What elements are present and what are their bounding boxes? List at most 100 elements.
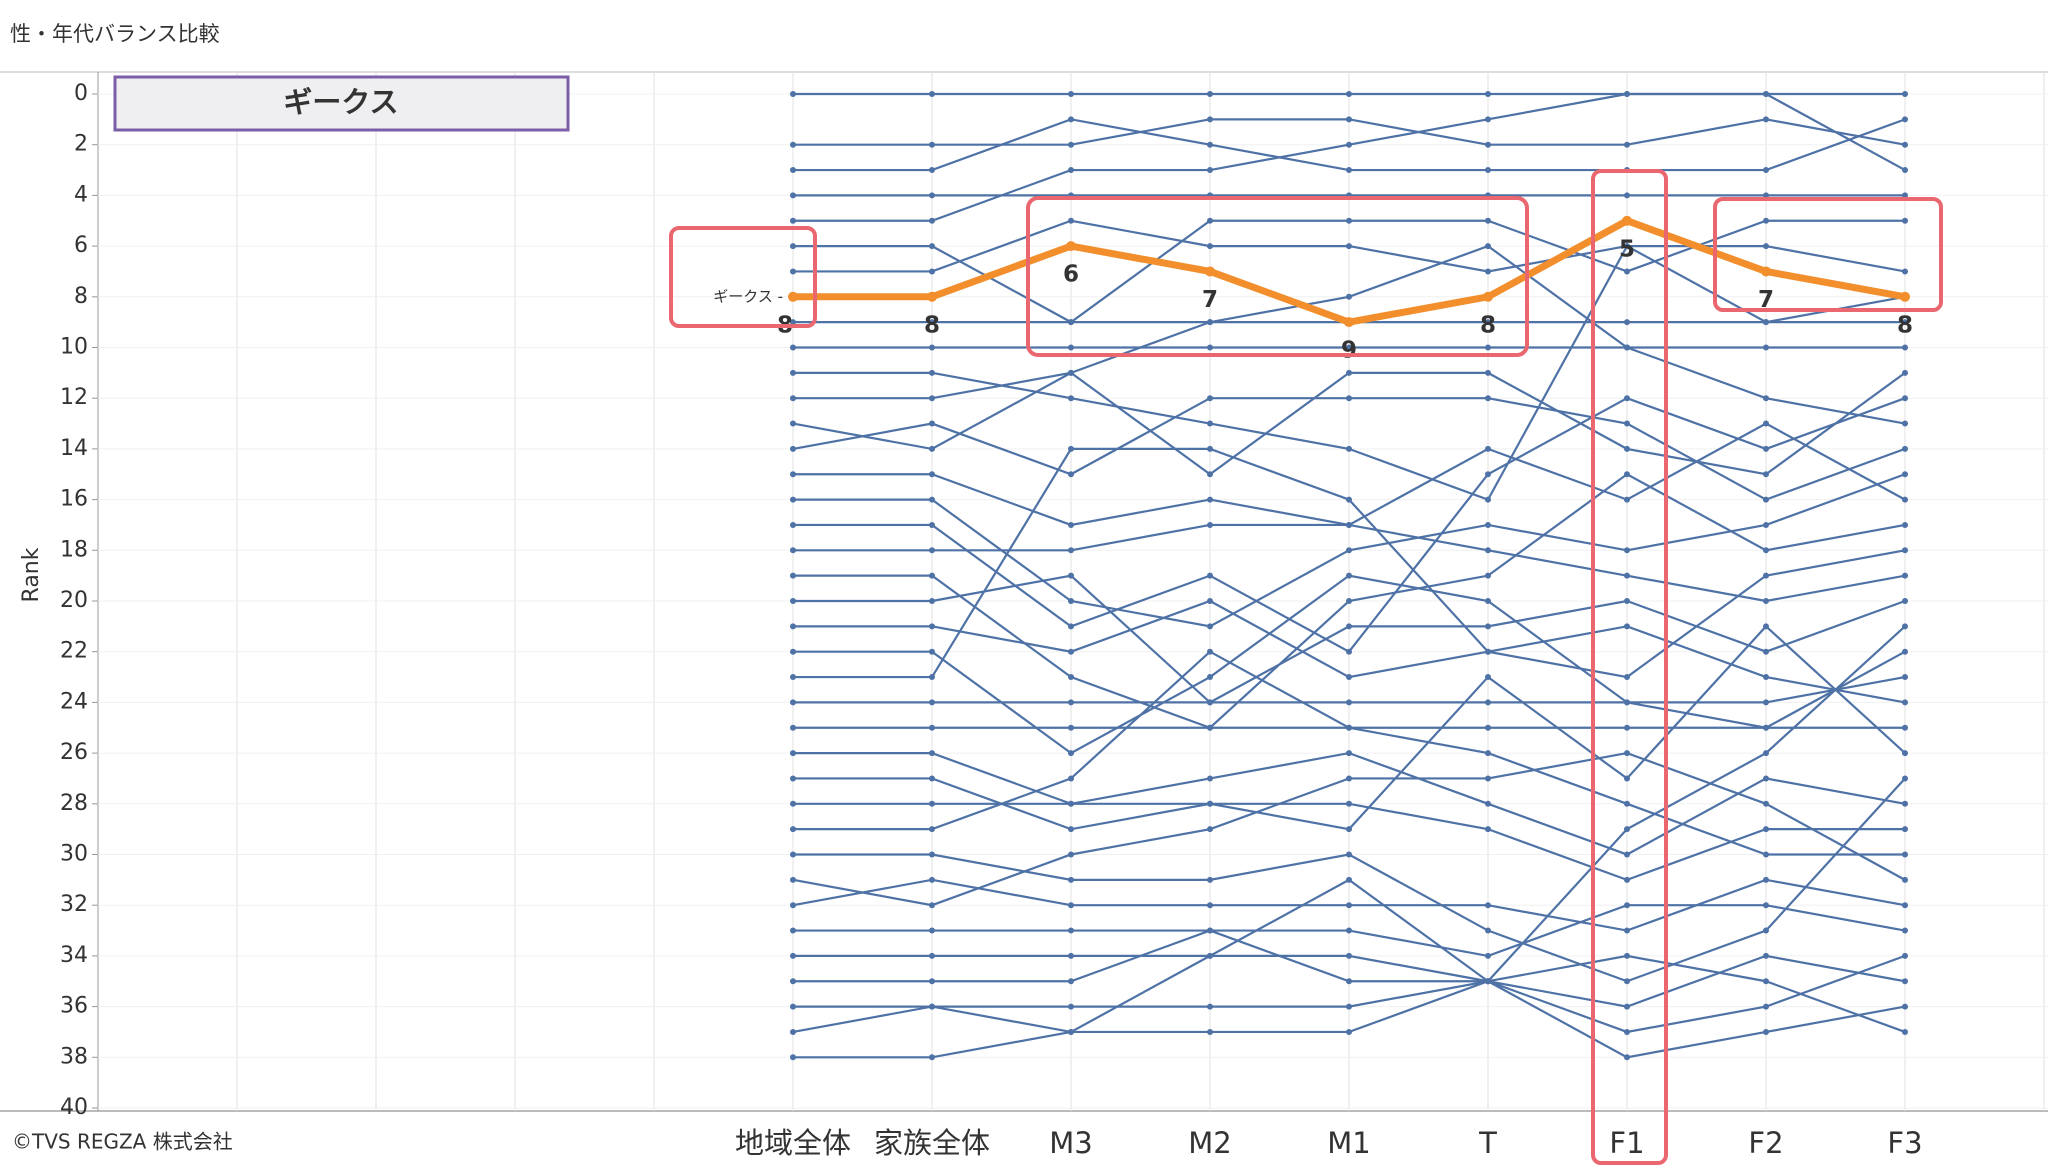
rank-point [1068,902,1074,909]
y-tick-label: 18 [60,537,88,562]
y-tick-label: 22 [60,639,88,664]
rank-point [1902,800,1908,807]
rank-point [1763,243,1769,250]
y-tick-label: 36 [60,994,88,1019]
rank-point [1763,445,1769,452]
rank-point [1207,674,1213,681]
rank-point [1207,344,1213,351]
rank-point [1346,648,1352,655]
x-tick-label: T [1478,1126,1497,1160]
rank-point [929,750,935,757]
rank-point [790,420,796,427]
rank-point [1346,978,1352,985]
rank-point [1485,496,1491,503]
rank-point [1346,750,1352,757]
rank-point [1068,521,1074,528]
rank-point [1763,927,1769,934]
rank-point [1902,598,1908,604]
rank-point [1346,521,1352,528]
y-tick-label: 30 [60,842,88,867]
rank-point [1068,775,1074,782]
rank-point [1624,775,1630,782]
rank-point [1902,750,1908,757]
rank-point [1763,167,1769,174]
rank-point [1207,243,1213,250]
rank-point [790,623,796,630]
rank-point [1207,217,1213,224]
rank-point [929,927,935,934]
rank-point [1485,91,1491,97]
rank-point [790,547,796,554]
rank-point [790,521,796,528]
rank-point [1068,978,1074,985]
rank-point [1207,319,1213,326]
rank-point [1485,268,1491,275]
legend-box [113,75,570,132]
rank-point [790,1003,796,1010]
rank-point [1207,116,1213,123]
rank-point [790,319,796,326]
rank-point [929,243,935,250]
rank-point [790,471,796,478]
rank-point [790,876,796,883]
rank-point [929,775,935,782]
rank-point [1763,547,1769,554]
y-tick-label: 2 [74,132,88,157]
rank-point [1763,1028,1769,1035]
data-label: 7 [1758,287,1774,313]
y-tick-label: 6 [74,233,88,258]
rank-point [1485,547,1491,554]
rank-point [1207,395,1213,402]
rank-point [1485,699,1491,706]
rank-point [1207,598,1213,604]
rank-point [1207,826,1213,833]
rank-point [1902,775,1908,782]
rank-point [1624,851,1630,858]
rank-point [1066,241,1076,252]
rank-point [1346,496,1352,503]
rank-point [1346,876,1352,883]
rank-point [790,141,796,148]
rank-point [1624,547,1630,554]
highlight-boxes [669,169,1943,1165]
rank-point [790,243,796,250]
rank-point [1346,293,1352,300]
rank-point [1485,167,1491,174]
rank-point [790,192,796,199]
rank-point [790,91,796,97]
rank-point [1624,243,1630,250]
y-tick-label: 34 [60,943,88,968]
data-label: 9 [1341,338,1357,364]
rank-point [1068,1028,1074,1035]
x-tick-label: F1 [1609,1126,1644,1160]
rank-point [1763,471,1769,478]
rank-point [1763,344,1769,351]
rank-point [1346,167,1352,174]
rank-point [1068,91,1074,97]
rank-point [1068,572,1074,579]
rank-point [1068,395,1074,402]
y-tick-label: 40 [60,1095,88,1120]
rank-point [929,699,935,706]
rank-point [1763,1003,1769,1010]
rank-point [1485,319,1491,326]
rank-point [1207,699,1213,706]
y-tick-label: 28 [60,791,88,816]
rank-point [1485,243,1491,250]
rank-point [929,1003,935,1010]
rank-point [929,876,935,883]
rank-point [1902,344,1908,351]
rank-point [929,167,935,174]
rank-point [1207,927,1213,934]
x-tick-label: 地域全体 [735,1126,851,1160]
rank-point [1900,291,1910,302]
rank-point [1902,876,1908,883]
legend-label: ギークス [283,85,398,119]
rank-point [1207,876,1213,883]
rank-point [790,1054,796,1061]
rank-point [1346,1003,1352,1010]
rank-point [1207,496,1213,503]
rank-point [1902,141,1908,148]
y-tick-label: 10 [60,335,88,360]
